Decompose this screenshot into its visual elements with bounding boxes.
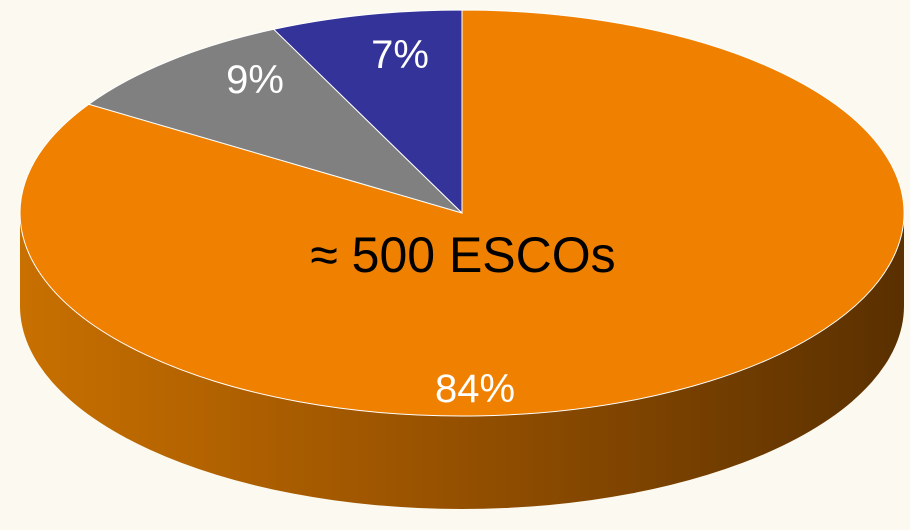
center-annotation: ≈ 500 ESCOs [310, 227, 615, 283]
slice-label-3: 7% [371, 33, 429, 77]
slice-label-1: 84% [435, 367, 515, 411]
pie-top-slices [19, 9, 905, 417]
pie-slice-2 [87, 28, 463, 214]
pie-slice-labels: 84% 9% 7% [226, 33, 515, 411]
pie-sides [20, 213, 904, 509]
pie-slice-3 [272, 9, 463, 215]
pie-side-1 [20, 213, 904, 509]
slice-label-2: 9% [226, 58, 284, 102]
